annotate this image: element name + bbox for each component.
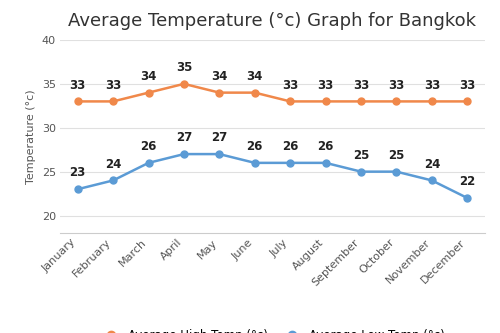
Text: 34: 34: [211, 70, 228, 83]
Average High Temp (°c): [429, 100, 435, 104]
Average Low Temp (°c): [394, 169, 400, 173]
Average High Temp (°c): [358, 100, 364, 104]
Average Low Temp (°c): [146, 161, 152, 165]
Average High Temp (°c): [216, 91, 222, 95]
Text: 33: 33: [388, 79, 404, 92]
Text: 23: 23: [70, 166, 86, 179]
Average Low Temp (°c): [252, 161, 258, 165]
Text: 33: 33: [282, 79, 298, 92]
Average Low Temp (°c): [429, 178, 435, 182]
Text: 26: 26: [140, 140, 156, 153]
Text: 24: 24: [424, 158, 440, 171]
Text: 34: 34: [140, 70, 156, 83]
Line: Average Low Temp (°c): Average Low Temp (°c): [74, 151, 471, 201]
Text: 27: 27: [211, 131, 228, 145]
Average Low Temp (°c): [110, 178, 116, 182]
Text: 27: 27: [176, 131, 192, 145]
Text: 34: 34: [246, 70, 263, 83]
Average High Temp (°c): [287, 100, 293, 104]
Average High Temp (°c): [252, 91, 258, 95]
Average Low Temp (°c): [216, 152, 222, 156]
Title: Average Temperature (°c) Graph for Bangkok: Average Temperature (°c) Graph for Bangk…: [68, 12, 476, 30]
Text: 26: 26: [282, 140, 298, 153]
Text: 26: 26: [246, 140, 263, 153]
Average High Temp (°c): [322, 100, 328, 104]
Average High Temp (°c): [181, 82, 187, 86]
Text: 33: 33: [105, 79, 121, 92]
Text: 33: 33: [70, 79, 86, 92]
Average Low Temp (°c): [287, 161, 293, 165]
Average High Temp (°c): [74, 100, 80, 104]
Average Low Temp (°c): [358, 169, 364, 173]
Text: 33: 33: [353, 79, 369, 92]
Average Low Temp (°c): [74, 187, 80, 191]
Average High Temp (°c): [110, 100, 116, 104]
Average Low Temp (°c): [464, 196, 470, 200]
Text: 25: 25: [353, 149, 369, 162]
Legend: Average High Temp (°c), Average Low Temp (°c): Average High Temp (°c), Average Low Temp…: [96, 324, 450, 333]
Average High Temp (°c): [394, 100, 400, 104]
Average Low Temp (°c): [322, 161, 328, 165]
Text: 24: 24: [105, 158, 122, 171]
Text: 33: 33: [424, 79, 440, 92]
Text: 22: 22: [459, 175, 475, 188]
Text: 26: 26: [318, 140, 334, 153]
Text: 35: 35: [176, 61, 192, 74]
Average High Temp (°c): [464, 100, 470, 104]
Text: 33: 33: [318, 79, 334, 92]
Text: 33: 33: [459, 79, 475, 92]
Average Low Temp (°c): [181, 152, 187, 156]
Average High Temp (°c): [146, 91, 152, 95]
Y-axis label: Temperature (°c): Temperature (°c): [26, 89, 36, 184]
Line: Average High Temp (°c): Average High Temp (°c): [74, 80, 471, 105]
Text: 25: 25: [388, 149, 404, 162]
